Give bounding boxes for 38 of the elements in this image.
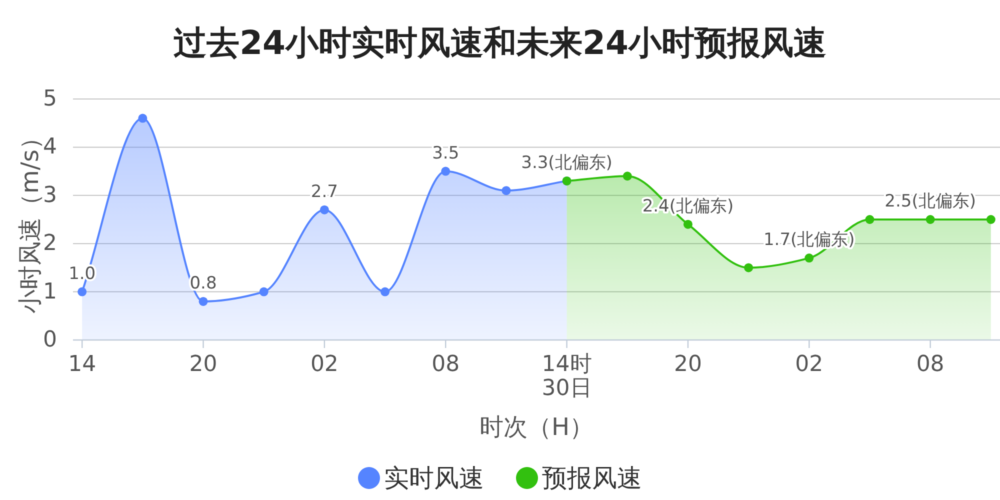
point [865, 215, 874, 224]
x-tick-label: 08 [916, 352, 944, 377]
point [198, 296, 208, 306]
x-tick-label: 20 [189, 352, 218, 377]
y-tick-label: 1 [43, 279, 57, 304]
data-label: 3.3(北偏东) [521, 152, 612, 173]
x-tick-label: 20 [674, 352, 702, 377]
point [380, 287, 390, 296]
point [78, 287, 87, 296]
x-tick-label: 02 [310, 352, 338, 377]
x-tick-label: 02 [795, 352, 824, 377]
data-label: 2.5(北偏东) [884, 192, 976, 212]
point [683, 220, 692, 229]
point [259, 287, 268, 296]
point [502, 186, 511, 196]
x-tick-label: 08 [432, 352, 460, 377]
y-tick-label: 4 [43, 134, 57, 160]
legend-label: 实时风速 [384, 464, 484, 492]
point [441, 166, 450, 176]
x-tick-label: 14时 30日 [542, 352, 592, 402]
x-axis-title: 时次（H） [479, 413, 594, 441]
point [926, 215, 935, 224]
point [622, 172, 632, 181]
x-tick-label: 14 [68, 352, 96, 377]
y-tick-label: 5 [43, 86, 57, 112]
point [986, 215, 996, 224]
point [744, 263, 754, 272]
data-label: 2.7 [310, 182, 338, 202]
y-tick-label: 0 [43, 328, 57, 352]
y-tick-label: 2 [43, 231, 57, 256]
legend-label: 预报风速 [542, 464, 642, 492]
y-tick-label: 3 [43, 182, 57, 208]
data-label: 3.5 [432, 143, 460, 164]
point [138, 114, 148, 123]
point [320, 205, 329, 214]
chart-title: 过去24小时实时风速和未来24小时预报风速 [174, 23, 826, 62]
y-axis-title: 小时风速（m/s） [16, 126, 44, 314]
point [804, 254, 814, 263]
